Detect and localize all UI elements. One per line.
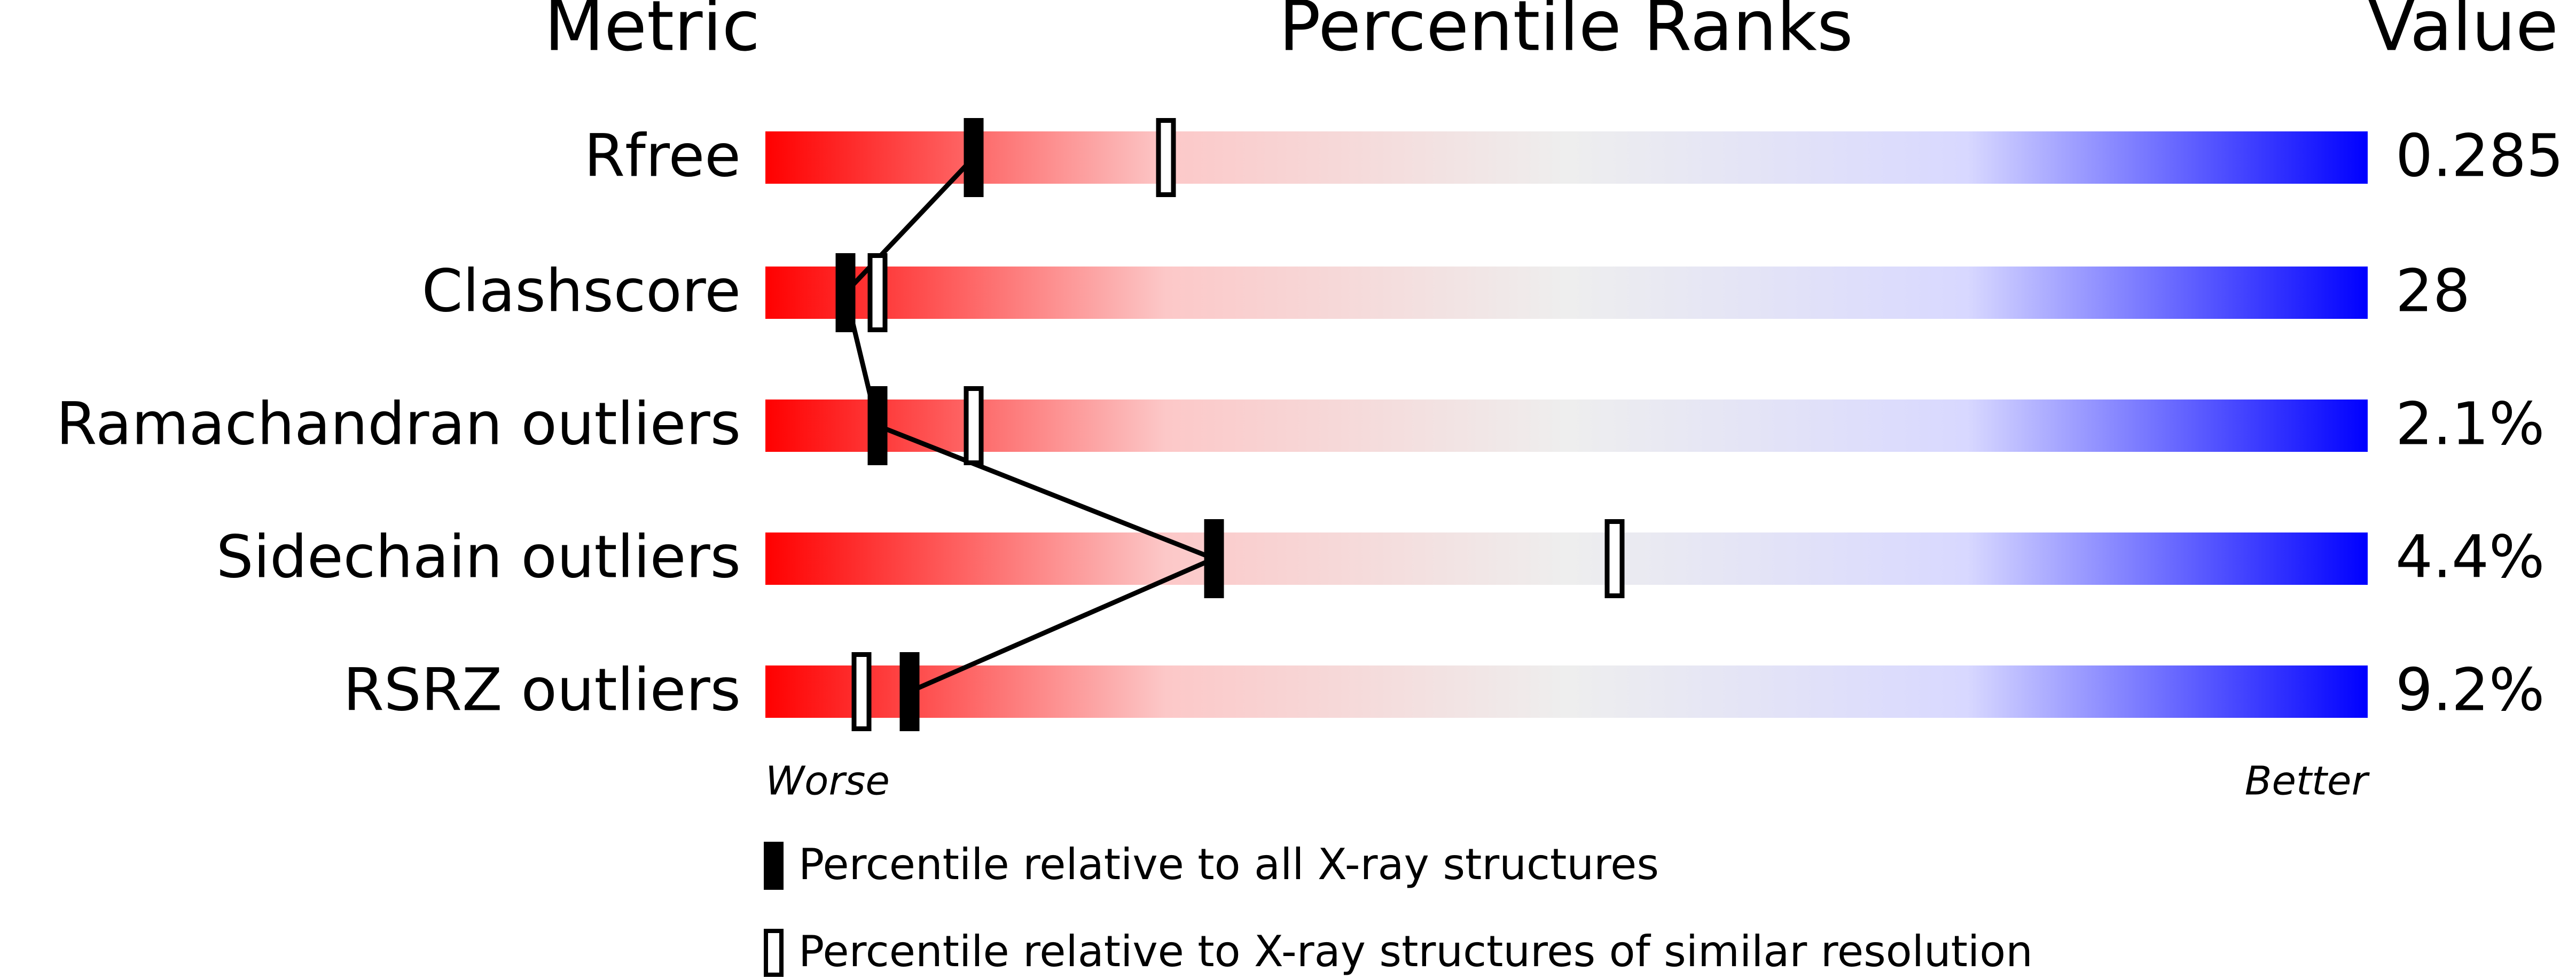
metric-label: RSRZ outliers bbox=[343, 655, 741, 724]
metric-value: 9.2% bbox=[2395, 655, 2544, 724]
better-label: Better bbox=[2245, 758, 2370, 804]
legend-marker bbox=[764, 842, 784, 890]
marker-open bbox=[867, 253, 888, 332]
marker-open bbox=[964, 386, 984, 465]
legend-marker bbox=[764, 929, 784, 977]
percentile-bar bbox=[765, 131, 2368, 184]
header-metric: Metric bbox=[544, 0, 760, 67]
metric-value: 2.1% bbox=[2395, 389, 2544, 458]
legend-label: Percentile relative to X-ray structures … bbox=[798, 927, 2033, 976]
percentile-bar bbox=[765, 400, 2368, 452]
metric-label: Rfree bbox=[584, 121, 741, 190]
metric-label: Clashscore bbox=[422, 256, 741, 325]
metric-value: 28 bbox=[2395, 256, 2470, 325]
percentile-bar bbox=[765, 267, 2368, 319]
marker-filled bbox=[867, 386, 888, 465]
header-value: Value bbox=[2368, 0, 2558, 67]
worse-label: Worse bbox=[765, 758, 890, 804]
marker-open bbox=[851, 652, 872, 731]
percentile-bar bbox=[765, 665, 2368, 718]
metric-value: 4.4% bbox=[2395, 522, 2544, 591]
marker-filled bbox=[835, 253, 856, 332]
legend-label: Percentile relative to all X-ray structu… bbox=[798, 840, 1659, 889]
percentile-bar bbox=[765, 532, 2368, 585]
marker-filled bbox=[964, 118, 984, 197]
marker-open bbox=[1604, 519, 1625, 598]
marker-filled bbox=[1204, 519, 1224, 598]
marker-open bbox=[1156, 118, 1176, 197]
metric-label: Sidechain outliers bbox=[216, 522, 741, 591]
header-ranks: Percentile Ranks bbox=[1279, 0, 1853, 67]
metric-label: Ramachandran outliers bbox=[56, 389, 741, 458]
marker-filled bbox=[899, 652, 920, 731]
metric-value: 0.285 bbox=[2395, 121, 2564, 190]
